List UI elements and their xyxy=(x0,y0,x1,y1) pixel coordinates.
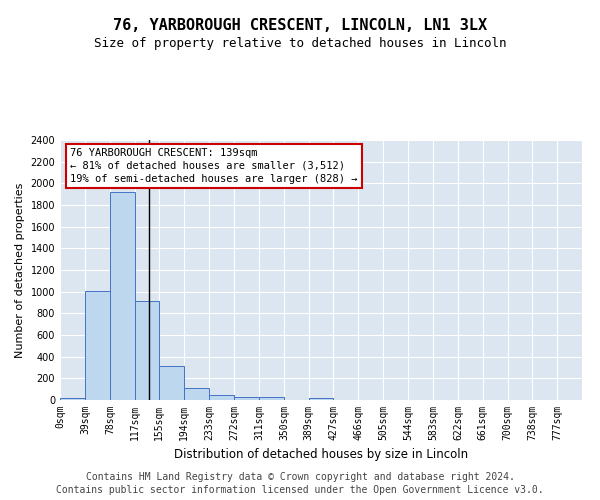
Text: Size of property relative to detached houses in Lincoln: Size of property relative to detached ho… xyxy=(94,38,506,51)
Y-axis label: Number of detached properties: Number of detached properties xyxy=(15,182,25,358)
Bar xyxy=(135,302,159,400)
Bar xyxy=(234,397,259,400)
Bar xyxy=(60,398,85,400)
Bar xyxy=(85,290,110,400)
Bar xyxy=(309,398,333,400)
Bar xyxy=(184,388,209,400)
Bar xyxy=(209,394,234,400)
X-axis label: Distribution of detached houses by size in Lincoln: Distribution of detached houses by size … xyxy=(174,448,468,462)
Text: 76, YARBOROUGH CRESCENT, LINCOLN, LN1 3LX: 76, YARBOROUGH CRESCENT, LINCOLN, LN1 3L… xyxy=(113,18,487,32)
Text: Contains HM Land Registry data © Crown copyright and database right 2024.
Contai: Contains HM Land Registry data © Crown c… xyxy=(56,472,544,495)
Bar xyxy=(110,192,135,400)
Bar xyxy=(159,366,184,400)
Text: 76 YARBOROUGH CRESCENT: 139sqm
← 81% of detached houses are smaller (3,512)
19% : 76 YARBOROUGH CRESCENT: 139sqm ← 81% of … xyxy=(70,148,358,184)
Bar xyxy=(259,397,284,400)
